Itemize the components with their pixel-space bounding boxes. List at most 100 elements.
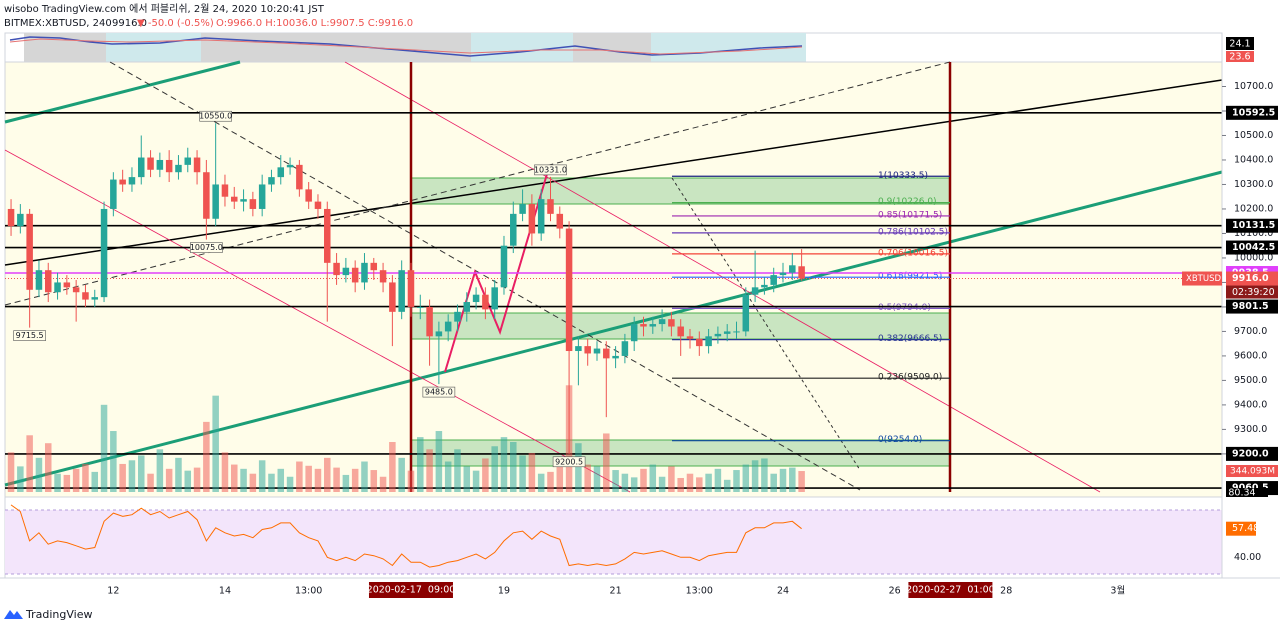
candle-body	[184, 157, 192, 165]
candle-body	[593, 348, 601, 354]
volume-bar	[761, 458, 768, 492]
volume-bar	[537, 473, 545, 492]
candle-body	[370, 262, 378, 271]
candle-body	[426, 306, 433, 337]
volume-bar	[342, 474, 350, 492]
candle-body	[649, 324, 657, 327]
change: ▼ -50.0 (-0.5%)	[137, 18, 214, 29]
pivot-box	[534, 164, 567, 176]
volume-bar	[389, 442, 396, 492]
candle-body	[147, 157, 154, 170]
volume-bar	[165, 468, 173, 492]
volume-bar	[658, 476, 666, 492]
x-tick-label: 13:00	[295, 586, 322, 597]
volume-bar	[789, 467, 796, 492]
pivot-label: 10075.0	[190, 243, 223, 252]
indicator-tag	[1226, 37, 1254, 50]
axis-layer: 10700.010600.010500.010400.010300.010200…	[107, 81, 1278, 598]
fib-label: 0(9254.0)	[878, 435, 922, 445]
volume-bar	[510, 442, 517, 492]
x-tick-label: 19	[498, 586, 510, 597]
price-tag-label: 9200.0	[1232, 448, 1269, 459]
candle-body	[324, 208, 331, 263]
candle-body	[91, 297, 99, 300]
y-tick-label: 10200.0	[1234, 203, 1273, 214]
candle-body	[277, 167, 285, 178]
y-tick-label: 10300.0	[1234, 179, 1273, 190]
candle-body	[361, 262, 368, 283]
rsi-line	[10, 504, 802, 568]
indicator-tag-label: 80.34	[1228, 488, 1255, 499]
x-tick-label: 28	[1000, 586, 1012, 597]
volume-bar	[333, 467, 340, 492]
pivot-box	[13, 330, 46, 341]
candle-body	[742, 294, 750, 332]
candle-body	[342, 267, 350, 276]
volume-bar	[603, 433, 610, 492]
candle-body	[584, 346, 591, 354]
main-pane	[4, 61, 1223, 498]
indicator-strip	[4, 32, 1223, 63]
volume-bar	[184, 470, 192, 492]
candle-body	[696, 338, 703, 347]
volume-bar	[26, 435, 33, 492]
y-tick-label: 10500.0	[1234, 130, 1273, 141]
volume-bar	[314, 468, 322, 492]
candle-body	[333, 262, 340, 276]
volume-bar	[444, 461, 452, 492]
fib-label: 0.9(10226.0)	[878, 197, 937, 207]
brand[interactable]: TradingView	[4, 608, 92, 621]
volume-bar	[7, 452, 15, 492]
candle-body	[7, 208, 15, 227]
price-tag	[1226, 271, 1278, 286]
pivot-box	[552, 456, 586, 468]
rsi-tag-label: 57.48	[1232, 523, 1259, 534]
candle-body	[677, 326, 684, 337]
candle-body	[491, 287, 498, 310]
volume-bar	[63, 474, 71, 492]
volume-bar	[138, 455, 145, 492]
volume-bar	[593, 466, 601, 492]
candle-body	[165, 159, 173, 173]
candle-body	[379, 270, 387, 283]
volume-bar	[156, 449, 164, 492]
y-tick-label: 9600.0	[1234, 350, 1267, 361]
price-tag	[1226, 105, 1278, 120]
volume-bar	[472, 470, 480, 492]
candle-body	[435, 331, 443, 337]
volume-bar	[370, 470, 378, 492]
volume-bar	[575, 443, 582, 492]
fib-label: 0.786(10102.5)	[878, 227, 948, 237]
volume-bar	[668, 466, 675, 492]
indicator-tag	[1226, 488, 1268, 497]
y-tick-label: 10400.0	[1234, 154, 1273, 165]
volume-bar	[147, 473, 154, 492]
candle-body	[296, 164, 303, 190]
brand-label[interactable]: TradingView	[25, 608, 92, 621]
volume-bar	[696, 477, 703, 492]
candle-body	[193, 157, 201, 173]
volume-bar	[435, 431, 443, 492]
pivot-box	[199, 110, 232, 122]
volume-bar	[491, 446, 498, 492]
candle-body	[761, 284, 768, 288]
candle-body	[482, 294, 489, 310]
price-tag-label: 10042.5	[1232, 242, 1275, 253]
volume-bar	[17, 466, 24, 492]
volume-bar	[193, 467, 201, 492]
price-tag-label: 9916.0	[1232, 273, 1269, 284]
volume-bar	[100, 404, 108, 492]
volume-bar	[519, 455, 526, 492]
indicator-tag-label: 24.1	[1229, 39, 1250, 50]
pivot-box	[422, 386, 456, 398]
volume-bar	[677, 477, 684, 492]
candle-body	[770, 275, 777, 285]
candle-body	[26, 213, 33, 290]
x-tick-label: 12	[107, 586, 119, 597]
candle-body	[575, 346, 582, 352]
y-tick-label: 10100.0	[1234, 228, 1273, 239]
volume-bar	[212, 395, 219, 492]
candle-body	[305, 189, 312, 202]
indicator-tag	[1226, 51, 1254, 62]
